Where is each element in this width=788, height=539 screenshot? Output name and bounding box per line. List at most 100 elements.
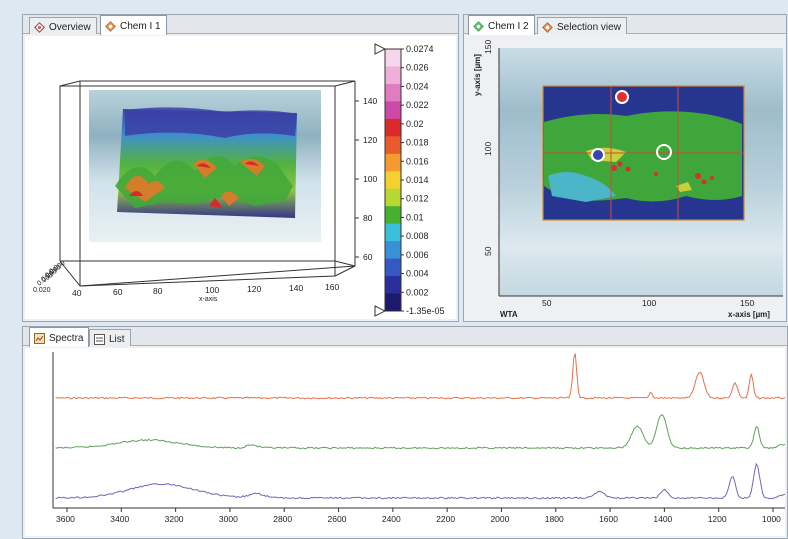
spectra-tick-label: 1200	[708, 514, 727, 524]
colorbar-label: 0.008	[406, 231, 429, 241]
colorbar-segment	[385, 171, 401, 190]
list-icon	[94, 333, 105, 345]
tab-chem-i-1[interactable]: Chem I 1	[100, 15, 167, 35]
colorbar-label: 0.018	[406, 138, 429, 148]
spectra-tick-label: 3600	[56, 514, 75, 524]
spectra-tick-label: 2400	[382, 514, 401, 524]
spectra-tick-label: 1600	[599, 514, 618, 524]
colorbar-min-handle[interactable]	[374, 305, 387, 317]
x-tick-label: 60	[113, 287, 123, 297]
chem-map-area: y-axis [µm] 150 100 50 50 100 150 WTA x-…	[466, 36, 784, 319]
spectra-tick-label: 2600	[328, 514, 347, 524]
x-tick-label: 120	[247, 284, 261, 294]
x-tick-label: 100	[205, 285, 219, 295]
y-tick-label: 60	[363, 252, 373, 262]
spectra-tick-label: 1800	[545, 514, 564, 524]
colorbar-label: 0.014	[406, 175, 429, 185]
tab-overview[interactable]: Overview	[29, 17, 97, 34]
blue-marker[interactable]	[591, 148, 605, 162]
spectra-plot-area: 3600 3400 3200 3000 2800 2600 2400 2200 2000 1800…	[25, 348, 785, 536]
chem-panel-tabbar: Overview Chem I 1	[23, 15, 458, 35]
tab-overview-label: Overview	[49, 21, 91, 33]
colorbar-segment	[385, 188, 401, 207]
spectrum-line[interactable]	[55, 462, 785, 500]
colorbar: 0.0274 0.026 0.024 0.022 0.02 0.018 0.016 0.014…	[384, 44, 445, 316]
surface-top-layer	[125, 107, 297, 138]
x-tick-label: 150	[740, 298, 754, 308]
colorbar-max-handle[interactable]	[374, 43, 387, 55]
tab-list[interactable]: List	[89, 329, 131, 346]
chem-image-diamond-icon	[105, 21, 116, 32]
y-axis-ticks: 140 120 100 80 60	[355, 96, 377, 262]
chem-3d-plot-area: 140 120 100 80 60 40 60 80 100 120 140 1…	[25, 36, 456, 319]
tab-spectra[interactable]: Spectra	[29, 327, 90, 347]
colorbar-label: 0.024	[406, 81, 429, 91]
map-red-spots	[611, 161, 714, 185]
red-marker[interactable]	[615, 90, 629, 104]
x-tick-label: 160	[325, 282, 339, 292]
y-tick-label: 100	[483, 142, 493, 156]
colorbar-label: 0.02	[406, 119, 424, 129]
white-marker[interactable]	[656, 144, 672, 160]
colorbar-label: 0.016	[406, 156, 429, 166]
map-panel-tabbar: Chem I 2 Selection view	[464, 15, 786, 35]
map-cyan-region	[548, 172, 616, 202]
colorbar-segment	[385, 206, 401, 225]
spectra-panel-tabbar: Spectra List	[23, 327, 787, 347]
x-axis-title: x-axis [µm]	[728, 310, 770, 319]
chem-image-panel: Overview Chem I 1	[22, 14, 459, 322]
tab-chem-i-2[interactable]: Chem I 2	[468, 15, 535, 35]
colorbar-label: 0.006	[406, 250, 429, 260]
plot-box-frame	[59, 80, 356, 287]
tab-spectra-label: Spectra	[49, 333, 84, 344]
x-axis-ticks: 40 60 80 100 120 140 160 x-axis	[72, 282, 339, 303]
spectra-tick-label: 3200	[165, 514, 184, 524]
colorbar-label: 0.004	[406, 269, 429, 279]
x-tick-label: 50	[542, 298, 552, 308]
overview-diamond-icon	[34, 21, 45, 33]
tab-list-label: List	[109, 333, 125, 345]
chem-image-diamond-icon	[473, 21, 484, 32]
spectra-plot: 3600 3400 3200 3000 2800 2600 2400 2200 2000 1800…	[52, 352, 785, 524]
y-axis-title: y-axis [µm]	[473, 54, 482, 96]
colorbar-segment	[385, 241, 401, 260]
spectra-tick-label: 1400	[653, 514, 672, 524]
x-tick-label: 100	[642, 298, 656, 308]
tab-chem-i-2-label: Chem I 2	[488, 21, 529, 32]
colorbar-label: -1.35e-05	[406, 306, 445, 316]
x-tick-label: 80	[153, 286, 163, 296]
colorbar-segment	[385, 101, 401, 120]
colorbar-segment	[385, 276, 401, 295]
spectra-icon	[34, 333, 45, 344]
colorbar-segment	[385, 223, 401, 242]
spectra-x-ticks: 3600 3400 3200 3000 2800 2600 2400 2200 2000 1800…	[56, 508, 781, 524]
surface-3d-plot: 140 120 100 80 60 40 60 80 100 120 140 1…	[33, 43, 445, 317]
spectra-tick-label: 1000	[762, 514, 781, 524]
tab-chem-i-1-label: Chem I 1	[120, 21, 161, 32]
colorbar-label: 0.012	[406, 194, 429, 204]
y-tick-label: 150	[483, 40, 493, 54]
colorbar-segment	[385, 118, 401, 137]
map-crosshair-grid	[543, 86, 744, 220]
map-yellow-region	[586, 147, 692, 192]
x-axis-title: x-axis	[199, 296, 218, 303]
map-corner-label: WTA	[500, 310, 518, 319]
colorbar-segment	[385, 49, 401, 67]
spectra-tick-label: 2000	[490, 514, 509, 524]
colorbar-segment	[385, 66, 401, 85]
surface-high-regions	[125, 158, 265, 206]
spectra-tick-label: 3000	[219, 514, 238, 524]
spectrum-line[interactable]	[55, 414, 785, 450]
z-axis-ticks: 0.000 0.000 0.000 0.000 0.020	[33, 260, 67, 294]
colorbar-label: 0.002	[406, 287, 429, 297]
spectrum-line[interactable]	[55, 353, 785, 400]
tab-selection-view[interactable]: Selection view	[537, 17, 627, 34]
colorbar-label: 0.022	[406, 100, 429, 110]
spectra-tick-label: 2200	[436, 514, 455, 524]
z-tick-label: 0.020	[33, 287, 51, 294]
colorbar-segment	[385, 293, 401, 312]
spectra-tick-label: 3400	[110, 514, 129, 524]
chemical-map: y-axis [µm] 150 100 50 50 100 150 WTA x-…	[473, 40, 783, 319]
y-tick-label: 80	[363, 213, 373, 223]
x-tick-label: 140	[289, 283, 303, 293]
